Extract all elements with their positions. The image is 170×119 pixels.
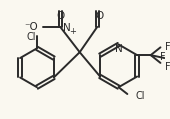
Text: +: + [69, 27, 76, 36]
Text: N: N [115, 44, 122, 54]
Text: F: F [165, 42, 170, 52]
Text: Cl: Cl [26, 32, 36, 42]
Text: O: O [95, 11, 103, 21]
Text: ⁻O: ⁻O [24, 22, 38, 32]
Text: N: N [63, 23, 71, 33]
Text: Cl: Cl [135, 91, 145, 101]
Text: O: O [56, 11, 64, 21]
Text: F: F [165, 62, 170, 72]
Text: F: F [160, 52, 165, 62]
